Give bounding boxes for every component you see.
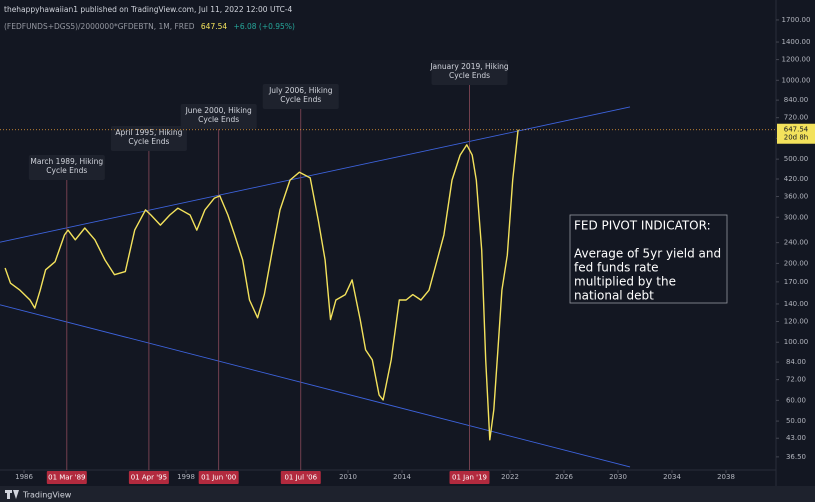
event-text: April 1995, Hiking bbox=[115, 128, 182, 137]
event-text: Cycle Ends bbox=[46, 166, 87, 175]
event-text: June 2000, Hiking bbox=[185, 106, 252, 115]
y-tick-label: 500.00 bbox=[784, 155, 809, 163]
y-tick-label: 300.00 bbox=[784, 213, 809, 221]
trend-line bbox=[0, 304, 631, 468]
y-tick-label: 1400.00 bbox=[782, 38, 811, 46]
footer bbox=[0, 486, 815, 502]
note-title: FED PIVOT INDICATOR: bbox=[574, 219, 711, 233]
y-tick-label: 100.00 bbox=[784, 338, 809, 346]
y-tick-label: 84.00 bbox=[786, 358, 806, 366]
event-axis-box bbox=[128, 471, 169, 484]
x-tick-label: 2010 bbox=[339, 473, 357, 481]
y-tick-label: 36.50 bbox=[786, 453, 806, 461]
event-axis-label: 01 Jul '06 bbox=[284, 474, 317, 482]
y-tick-label: 60.00 bbox=[786, 396, 806, 404]
x-tick-label: 2022 bbox=[501, 473, 519, 481]
x-tick-label: 1986 bbox=[15, 473, 33, 481]
y-tick-label: 420.00 bbox=[784, 175, 809, 183]
y-tick-label: 43.00 bbox=[786, 434, 806, 442]
y-tick-label: 120.00 bbox=[784, 317, 809, 325]
note-line: Average of 5yr yield and bbox=[574, 247, 721, 261]
event-axis-label: 01 Apr '95 bbox=[131, 474, 167, 482]
event-axis-label: 01 Mar '89 bbox=[48, 474, 85, 482]
brand-logo bbox=[5, 490, 19, 499]
event-callout bbox=[262, 84, 339, 109]
event-text: July 2006, Hiking bbox=[268, 86, 333, 95]
event-text: January 2019, Hiking bbox=[429, 62, 509, 71]
event-axis-box bbox=[449, 471, 490, 484]
note-line: national debt bbox=[574, 289, 654, 303]
event-text: Cycle Ends bbox=[128, 137, 169, 146]
last-price: 647.54 bbox=[201, 22, 227, 31]
event-text: Cycle Ends bbox=[449, 71, 490, 80]
x-tick-label: 2014 bbox=[393, 473, 411, 481]
brand: TradingView bbox=[22, 491, 72, 500]
note-line: fed funds rate bbox=[574, 261, 659, 275]
x-tick-label: 1998 bbox=[177, 473, 195, 481]
event-axis-box bbox=[46, 471, 87, 484]
event-callout bbox=[28, 155, 105, 180]
price-tag bbox=[777, 123, 815, 144]
symbol: (FEDFUNDS+DGS5)/2000000*GFDEBTN, 1M, FRE… bbox=[4, 22, 195, 31]
y-tick-label: 170.00 bbox=[784, 278, 809, 286]
event-callout bbox=[180, 104, 257, 129]
y-tick-label: 1700.00 bbox=[782, 16, 811, 24]
price-tag-countdown: 20d 8h bbox=[784, 134, 808, 142]
y-tick-label: 840.00 bbox=[784, 96, 809, 104]
event-axis-box bbox=[198, 471, 239, 484]
note-box bbox=[569, 214, 728, 304]
y-tick-label: 1000.00 bbox=[782, 76, 811, 84]
event-text: Cycle Ends bbox=[280, 95, 321, 104]
y-tick-label: 50.00 bbox=[786, 417, 806, 425]
y-tick-label: 1200.00 bbox=[782, 56, 811, 64]
event-axis-label: 01 Jun '00 bbox=[201, 474, 236, 482]
x-tick-label: 2038 bbox=[717, 473, 735, 481]
event-text: Cycle Ends bbox=[198, 115, 239, 124]
event-callout bbox=[431, 60, 508, 85]
symbol-line: (FEDFUNDS+DGS5)/2000000*GFDEBTN, 1M, FRE… bbox=[4, 22, 295, 31]
x-tick-label: 2034 bbox=[663, 473, 681, 481]
x-tick-label: 2026 bbox=[555, 473, 573, 481]
price-tag-value: 647.54 bbox=[784, 126, 809, 134]
event-axis-box bbox=[280, 471, 321, 484]
y-tick-label: 72.00 bbox=[786, 376, 806, 384]
y-tick-label: 240.00 bbox=[784, 239, 809, 247]
x-tick-label: 2030 bbox=[609, 473, 627, 481]
y-tick-label: 200.00 bbox=[784, 259, 809, 267]
event-callout bbox=[110, 126, 187, 151]
y-tick-label: 140.00 bbox=[784, 300, 809, 308]
y-tick-label: 360.00 bbox=[784, 193, 809, 201]
y-tick-label: 720.00 bbox=[784, 114, 809, 122]
byline: thehappyhawaiian1 published on TradingVi… bbox=[4, 5, 293, 14]
series-line bbox=[4, 129, 519, 441]
event-axis-label: 01 Jan '19 bbox=[452, 474, 487, 482]
price-change: +6.08 (+0.95%) bbox=[234, 22, 295, 31]
note-line: multiplied by the bbox=[574, 275, 676, 289]
event-text: March 1989, Hiking bbox=[30, 157, 103, 166]
